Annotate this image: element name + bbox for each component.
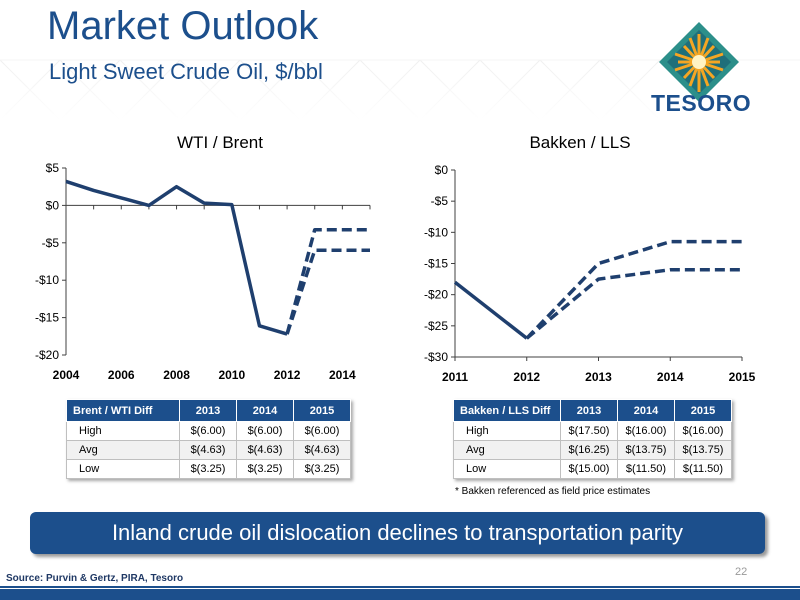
series-line-dashed-2	[525, 267, 742, 340]
table-cell: Low	[453, 459, 561, 479]
y-tick-label: -$10	[35, 273, 59, 287]
table-row: Avg $(16.25) $(13.75) $(13.75)	[453, 440, 732, 460]
table-header-cell: 2015	[293, 399, 351, 422]
table-cell: $(6.00)	[293, 421, 351, 441]
series-line-dashed-2	[285, 248, 370, 335]
table-cell: Avg	[66, 440, 180, 460]
y-tick-label: -$10	[424, 225, 448, 239]
table-cell: $(16.25)	[560, 440, 618, 460]
table-row: High $(17.50) $(16.00) $(16.00)	[453, 421, 732, 441]
x-tick-label: 2004	[53, 368, 80, 382]
x-tick-label: 2014	[657, 370, 684, 384]
table-cell: $(4.63)	[236, 440, 294, 460]
table-cell: $(15.00)	[560, 459, 618, 479]
page-title: Market Outlook	[47, 4, 319, 48]
x-tick-label: 2014	[329, 368, 356, 382]
table-header-cell: Brent / WTI Diff	[66, 399, 180, 422]
y-tick-label: -$5	[431, 194, 449, 208]
source-note: Source: Purvin & Gertz, PIRA, Tesoro	[6, 573, 184, 584]
y-tick-label: -$5	[42, 236, 60, 250]
table-cell: High	[453, 421, 561, 441]
table-cell: $(13.75)	[674, 440, 732, 460]
y-tick-label: -$30	[424, 350, 448, 364]
table-row: Low $(15.00) $(11.50) $(11.50)	[453, 459, 732, 479]
table-bakken-lls-diff: Bakken / LLS Diff 2013 2014 2015 High $(…	[453, 399, 732, 479]
table-cell: $(13.75)	[617, 440, 675, 460]
series-line-dashed-1	[285, 227, 370, 335]
logo-text: TESORO	[651, 90, 752, 116]
y-tick-label: $5	[46, 161, 60, 175]
conclusion-banner: Inland crude oil dislocation declines to…	[30, 512, 765, 554]
table-cell: $(3.25)	[179, 459, 237, 479]
series-line-dashed-1	[525, 239, 742, 340]
table-header-cell: 2014	[236, 399, 294, 422]
table-header-cell: 2015	[674, 399, 732, 422]
table-cell: $(17.50)	[560, 421, 618, 441]
table-cell: Low	[66, 459, 180, 479]
y-tick-label: -$20	[35, 348, 59, 362]
table-cell: Avg	[453, 440, 561, 460]
table-header-cell: 2014	[617, 399, 675, 422]
x-tick-label: 2010	[218, 368, 245, 382]
page-subtitle: Light Sweet Crude Oil, $/bbl	[49, 59, 323, 84]
chart-title-wti-brent: WTI / Brent	[177, 133, 263, 152]
series-line-solid-0	[453, 280, 528, 340]
chart-wti-brent: $5 $0 -$5 -$10 -$15 -$20 2004 2006 2008 2010 2012 2…	[35, 161, 371, 382]
footer-bar	[0, 589, 800, 600]
table-header-row: Brent / WTI Diff 2013 2014 2015	[66, 399, 351, 422]
table-header-cell: 2013	[560, 399, 618, 422]
x-tick-label: 2012	[513, 370, 540, 384]
table-row: Low $(3.25) $(3.25) $(3.25)	[66, 459, 351, 479]
page-number: 22	[735, 566, 748, 578]
y-tick-label: $0	[46, 198, 60, 212]
table-cell: High	[66, 421, 180, 441]
x-tick-label: 2013	[585, 370, 612, 384]
y-tick-label: $0	[435, 163, 449, 177]
table-row: High $(6.00) $(6.00) $(6.00)	[66, 421, 351, 441]
table-header-cell: Bakken / LLS Diff	[453, 399, 561, 422]
table-cell: $(11.50)	[617, 459, 675, 479]
table-brent-wti-diff: Brent / WTI Diff 2013 2014 2015 High $(6…	[66, 399, 351, 479]
table-cell: $(11.50)	[674, 459, 732, 479]
table-cell: $(3.25)	[236, 459, 294, 479]
y-tick-label: -$15	[424, 257, 448, 271]
table-row: Avg $(4.63) $(4.63) $(4.63)	[66, 440, 351, 460]
chart-bakken-lls: $0 -$5 -$10 -$15 -$20 -$25 -$30 2011 2012 2013 201…	[424, 163, 756, 384]
y-tick-label: -$15	[35, 311, 59, 325]
x-tick-label: 2015	[729, 370, 756, 384]
chart-title-bakken-lls: Bakken / LLS	[529, 133, 631, 152]
table-cell: $(16.00)	[617, 421, 675, 441]
x-tick-label: 2006	[108, 368, 135, 382]
x-tick-label: 2012	[274, 368, 301, 382]
tesoro-logo-icon	[659, 22, 739, 102]
table-cell: $(4.63)	[179, 440, 237, 460]
y-tick-label: -$20	[424, 288, 448, 302]
footer-rule	[0, 586, 800, 588]
table-cell: $(4.63)	[293, 440, 351, 460]
x-tick-label: 2011	[442, 370, 468, 384]
x-tick-label: 2008	[163, 368, 190, 382]
table-cell: $(6.00)	[179, 421, 237, 441]
table-cell: $(6.00)	[236, 421, 294, 441]
footnote: * Bakken referenced as field price estim…	[455, 486, 651, 497]
y-tick-label: -$25	[424, 319, 448, 333]
table-header-row: Bakken / LLS Diff 2013 2014 2015	[453, 399, 732, 422]
table-header-cell: 2013	[179, 399, 237, 422]
series-line-solid-0	[65, 179, 288, 336]
table-cell: $(3.25)	[293, 459, 351, 479]
table-cell: $(16.00)	[674, 421, 732, 441]
